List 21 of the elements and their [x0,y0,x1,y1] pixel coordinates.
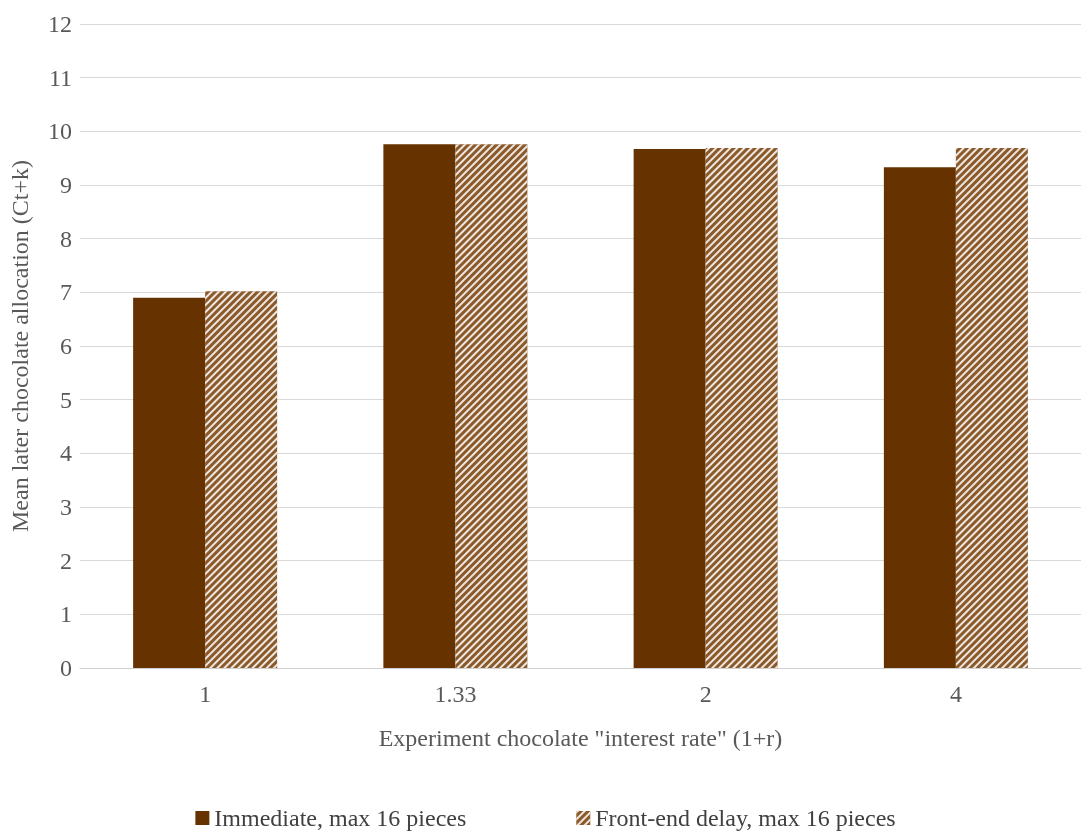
x-tick-label: 1.33 [434,681,477,707]
y-tick-label: 9 [60,172,72,198]
x-tick-label: 4 [949,681,962,707]
x-tick-label: 1 [199,681,212,707]
y-tick-label: 0 [60,655,72,681]
x-tick-label: 2 [699,681,712,707]
y-tick-label: 11 [48,64,72,91]
y-tick-label: 6 [60,333,72,359]
y-tick-label: 8 [60,225,72,252]
y-tick-label: 5 [60,386,72,413]
y-tick-label: 10 [48,118,72,145]
y-tick-label: 1 [60,601,72,628]
legend-label: Immediate, max 16 pieces [214,805,467,831]
legend-label: Front-end delay, max 16 pieces [595,805,896,831]
y-tick-label: 3 [60,494,72,520]
y-axis-title: Mean later chocolate allocation (Ct+k) [7,159,33,533]
y-tick-label: 4 [60,440,72,467]
x-axis-title: Experiment chocolate "interest rate" (1+r) [378,725,783,751]
y-tick-label: 7 [60,279,72,306]
y-tick-label: 2 [60,547,72,574]
y-tick-label: 12 [48,11,72,37]
